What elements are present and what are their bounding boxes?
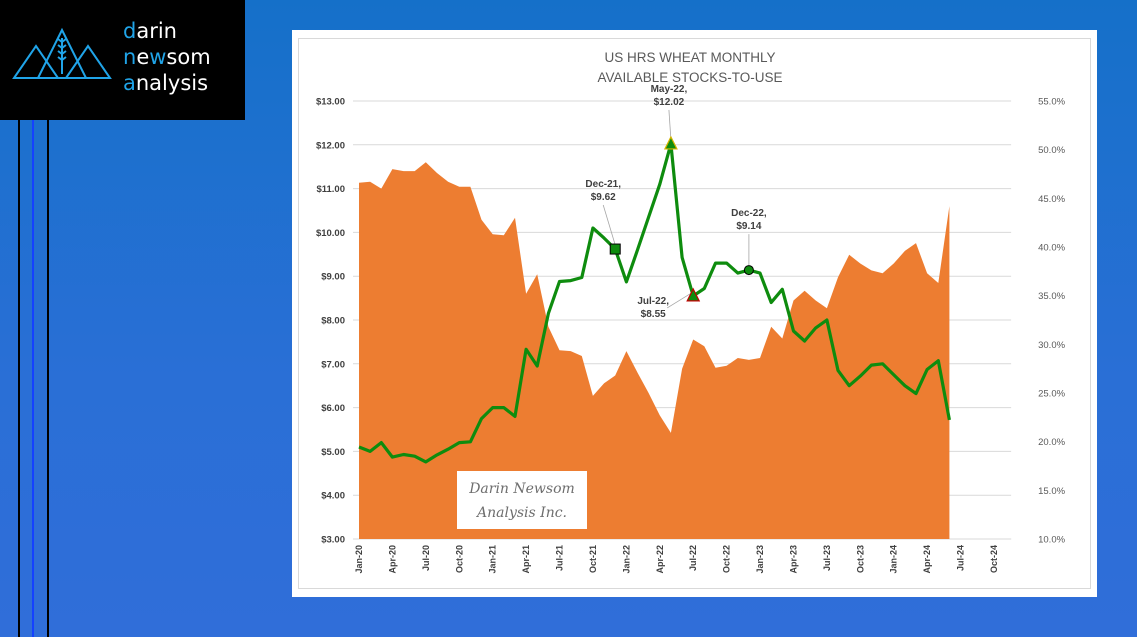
triangle-marker-icon xyxy=(663,135,678,150)
y-left-tick-label: $13.00 xyxy=(316,97,345,108)
x-tick-label: Apr-23 xyxy=(788,545,798,574)
x-tick-label: Apr-22 xyxy=(655,545,665,574)
brand-name: darin newsom analysis xyxy=(123,19,211,95)
x-tick-label: Oct-24 xyxy=(989,545,999,573)
y-left-tick-label: $10.00 xyxy=(316,228,345,239)
annotation-label: Dec-22, xyxy=(731,208,767,219)
watermark: Darin Newsom Analysis Inc. xyxy=(457,471,587,529)
decorative-line xyxy=(18,120,20,637)
decorative-line xyxy=(47,120,49,637)
y-left-tick-label: $7.00 xyxy=(321,359,345,370)
circle-marker-icon xyxy=(743,265,754,276)
x-tick-label: Apr-20 xyxy=(387,545,397,574)
mountain-wheat-icon xyxy=(12,27,112,79)
annotation-leader xyxy=(668,109,672,140)
stocks-to-use-area xyxy=(359,162,950,540)
x-tick-label: Jul-21 xyxy=(555,545,565,571)
y-left-tick-label: $3.00 xyxy=(321,535,345,546)
x-tick-label: Apr-21 xyxy=(521,545,531,574)
x-tick-label: Jul-20 xyxy=(421,545,431,571)
square-marker-icon xyxy=(609,243,621,255)
x-tick-label: Jul-23 xyxy=(822,545,832,571)
x-tick-label: Apr-24 xyxy=(922,545,932,574)
x-tick-label: Jul-24 xyxy=(956,545,966,571)
annotation-value: $12.02 xyxy=(654,97,685,108)
y-right-tick-label: 40.0% xyxy=(1038,243,1065,254)
y-left-tick-label: $4.00 xyxy=(321,491,345,502)
y-left-tick-label: $8.00 xyxy=(321,316,345,327)
y-right-tick-label: 50.0% xyxy=(1038,145,1065,156)
x-tick-label: Jan-22 xyxy=(621,545,631,574)
y-right-tick-label: 25.0% xyxy=(1038,389,1065,400)
y-left-tick-label: $6.00 xyxy=(321,403,345,414)
y-right-tick-label: 30.0% xyxy=(1038,340,1065,351)
watermark-line2: Analysis Inc. xyxy=(475,505,567,521)
annotation-label: Dec-21, xyxy=(585,179,621,190)
y-right-tick-label: 45.0% xyxy=(1038,194,1065,205)
annotation-label: May-22, xyxy=(651,84,688,95)
x-tick-label: Oct-20 xyxy=(454,545,464,573)
annotation-value: $9.14 xyxy=(736,221,761,232)
x-tick-label: Oct-23 xyxy=(855,545,865,573)
x-tick-label: Oct-21 xyxy=(588,545,598,573)
chart-svg: US HRS WHEAT MONTHLY AVAILABLE STOCKS-TO… xyxy=(316,50,1066,574)
price-line xyxy=(358,142,951,464)
chart-title-line1: US HRS WHEAT MONTHLY xyxy=(604,50,775,65)
annotation-label: Jul-22, xyxy=(637,296,669,307)
triangle-marker-icon xyxy=(686,287,701,302)
brand-logo: darin newsom analysis xyxy=(0,0,245,120)
y-right-tick-label: 10.0% xyxy=(1038,535,1065,546)
annotation-value: $9.62 xyxy=(591,192,616,203)
y-right-tick-label: 55.0% xyxy=(1038,97,1065,108)
annotation-leader xyxy=(666,291,694,309)
annotation-value: $8.55 xyxy=(641,309,666,320)
x-tick-label: Jan-20 xyxy=(354,545,364,574)
y-left-tick-label: $12.00 xyxy=(316,140,345,151)
decorative-line xyxy=(32,120,34,637)
x-tick-label: Jan-23 xyxy=(755,545,765,574)
x-tick-label: Oct-22 xyxy=(722,545,732,573)
x-tick-label: Jan-21 xyxy=(488,545,498,574)
y-left-tick-label: $5.00 xyxy=(321,447,345,458)
y-right-tick-label: 35.0% xyxy=(1038,291,1065,302)
watermark-line1: Darin Newsom xyxy=(468,481,575,497)
x-tick-label: Jan-24 xyxy=(889,545,899,574)
y-left-tick-label: $9.00 xyxy=(321,272,345,283)
y-right-tick-label: 20.0% xyxy=(1038,437,1065,448)
y-right-tick-label: 15.0% xyxy=(1038,486,1065,497)
chart-title-line2: AVAILABLE STOCKS-TO-USE xyxy=(597,70,782,85)
annotation-leader xyxy=(602,204,616,246)
y-left-tick-label: $11.00 xyxy=(316,184,345,195)
x-tick-label: Jul-22 xyxy=(688,545,698,571)
chart-card: US HRS WHEAT MONTHLY AVAILABLE STOCKS-TO… xyxy=(292,30,1097,597)
